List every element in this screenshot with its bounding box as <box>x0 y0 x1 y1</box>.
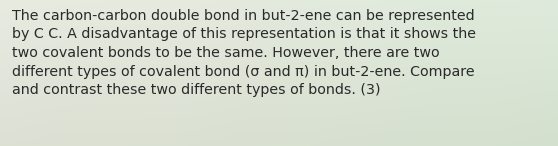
Text: The carbon-carbon double bond in but-2-ene can be represented
by C C. A disadvan: The carbon-carbon double bond in but-2-e… <box>12 9 477 97</box>
